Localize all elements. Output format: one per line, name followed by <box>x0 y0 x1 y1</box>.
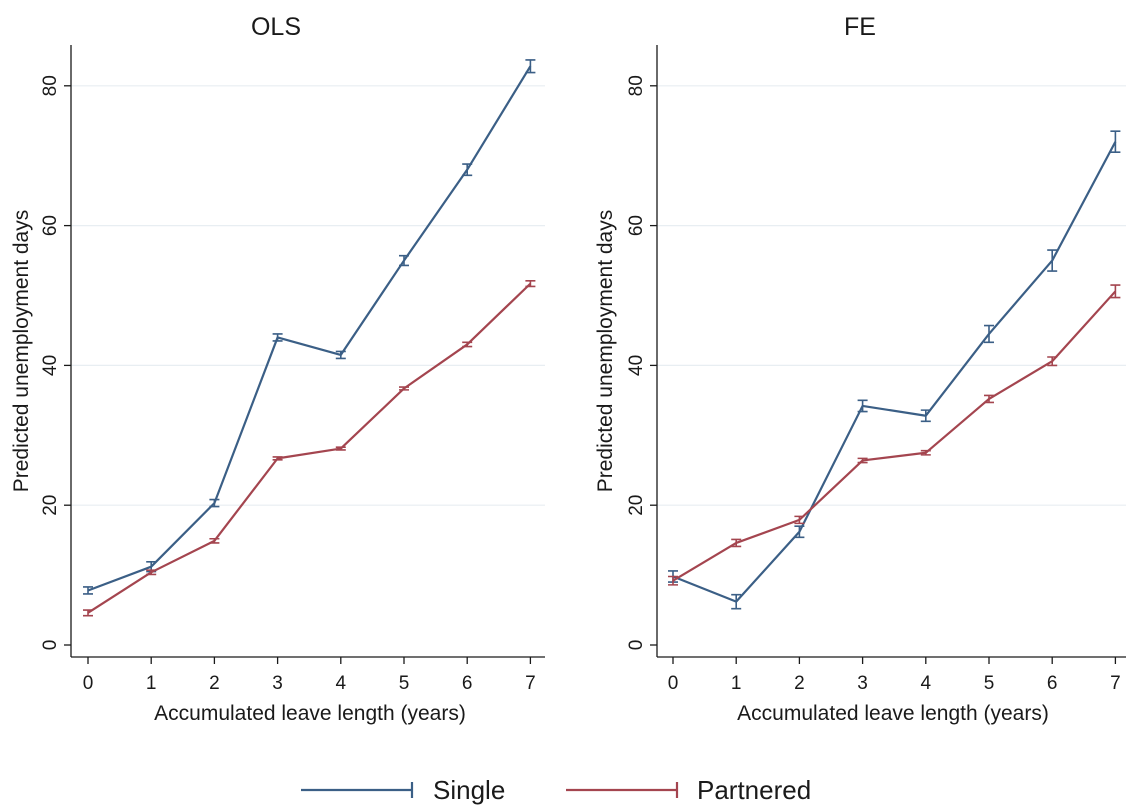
fe-x-tick-label: 7 <box>1110 673 1121 694</box>
fe-x-tick-label: 4 <box>921 673 932 694</box>
fe-partnered-line <box>672 290 1117 582</box>
fe-x-tick-label: 0 <box>668 673 679 694</box>
ols-panel-title: OLS <box>251 13 301 41</box>
ols-x-tick-label: 0 <box>83 673 94 694</box>
ols-y-tick-label: 40 <box>40 355 61 376</box>
ols-x-tick-label: 7 <box>525 673 536 694</box>
ols-x-tick-label: 2 <box>209 673 220 694</box>
fe-x-tick-label: 3 <box>857 673 868 694</box>
fe-y-tick-label: 60 <box>626 215 647 236</box>
ols-partnered-line <box>87 282 532 614</box>
fe-panel-title: FE <box>844 13 876 41</box>
ols-x-tick-label: 1 <box>146 673 157 694</box>
ols-series-single <box>83 59 536 595</box>
ols-y-tick-label: 80 <box>40 75 61 96</box>
legend: Single Partnered <box>301 775 811 805</box>
ols-single-line <box>87 65 532 592</box>
ols-series-partnered <box>83 280 536 617</box>
legend-label-partnered: Partnered <box>697 775 811 805</box>
ols-y-tick-label: 20 <box>40 495 61 516</box>
ols-x-tick-label: 4 <box>336 673 347 694</box>
fe-y-tick-label: 0 <box>626 640 647 651</box>
legend-item-single: Single <box>301 775 505 805</box>
ols-x-tick-label: 6 <box>462 673 473 694</box>
fe-y-axis-title: Predicted unemployment days <box>594 210 617 493</box>
fe-y-tick-label: 40 <box>626 355 647 376</box>
ols-y-axis-title: Predicted unemployment days <box>10 210 33 493</box>
fe-x-tick-label: 5 <box>984 673 995 694</box>
ols-x-tick-label: 3 <box>272 673 283 694</box>
fe-panel: 0 20 40 60 80 0 1 2 3 4 5 6 7 FE Accumulated leave l… <box>594 13 1126 725</box>
ols-x-tick-label: 5 <box>399 673 410 694</box>
fe-y-tick-label: 80 <box>626 75 647 96</box>
fe-series-partnered <box>668 284 1121 586</box>
ols-y-tick-label: 60 <box>40 215 61 236</box>
fe-x-axis-title: Accumulated leave length (years) <box>737 702 1049 725</box>
ols-panel: 0 20 40 60 80 0 1 2 3 4 5 6 7 OLS Accumulated leave … <box>10 13 545 725</box>
legend-item-partnered: Partnered <box>566 775 811 805</box>
ols-y-tick-label: 0 <box>40 640 61 651</box>
fe-y-tick-label: 20 <box>626 495 647 516</box>
fe-single-line <box>672 141 1117 603</box>
fe-series-single <box>668 130 1121 610</box>
ols-x-axis-title: Accumulated leave length (years) <box>154 702 466 725</box>
legend-label-single: Single <box>433 775 505 805</box>
fe-x-tick-label: 6 <box>1047 673 1058 694</box>
fe-x-tick-label: 1 <box>731 673 742 694</box>
fe-x-tick-label: 2 <box>794 673 805 694</box>
